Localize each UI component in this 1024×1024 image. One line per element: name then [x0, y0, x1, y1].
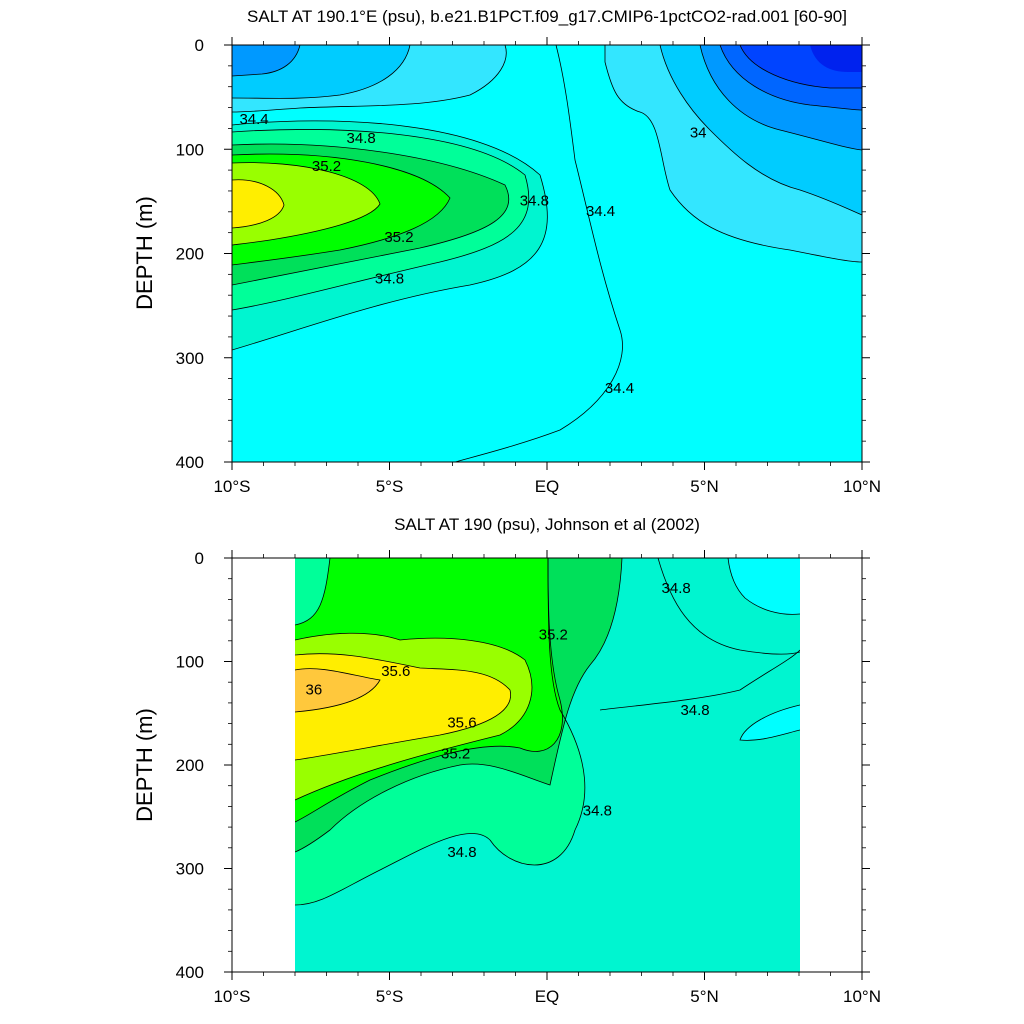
- x-tick-label: 5°N: [690, 987, 719, 1006]
- y-tick-label: 200: [176, 245, 204, 264]
- bottom-contour-fill: [295, 558, 800, 972]
- contour-label: 34.8: [375, 271, 404, 288]
- top-panel-title: SALT AT 190.1°E (psu), b.e21.B1PCT.f09_g…: [247, 7, 847, 26]
- y-tick-label: 400: [176, 453, 204, 472]
- y-tick-label: 200: [176, 756, 204, 775]
- contour-label: 34: [690, 125, 707, 142]
- x-tick-label: 10°S: [213, 987, 250, 1006]
- x-tick-label: 10°N: [843, 987, 881, 1006]
- y-tick-label: 0: [195, 549, 204, 568]
- contour-label: 34.4: [586, 203, 615, 220]
- x-tick-label: 5°S: [376, 477, 404, 496]
- top-axis-ticks: [224, 37, 870, 470]
- y-tick-label: 0: [195, 36, 204, 55]
- x-tick-label: 10°N: [843, 477, 881, 496]
- contour-label: 34.8: [447, 844, 476, 861]
- y-tick-label: 300: [176, 860, 204, 879]
- x-tick-label: EQ: [535, 987, 560, 1006]
- contour-label: 34.8: [680, 702, 709, 719]
- y-tick-label: 400: [176, 963, 204, 982]
- y-tick-label: 100: [176, 653, 204, 672]
- top-contour-labels: 34.4 34.8 35.2 34 34.8 34.4 35.2 34.8 34.4: [239, 111, 707, 397]
- top-y-axis-label: DEPTH (m): [132, 196, 157, 310]
- contour-label: 34.8: [662, 580, 691, 597]
- contour-label: 34.4: [605, 380, 634, 397]
- contour-label: 34.8: [520, 192, 549, 209]
- top-contour-fill: [232, 45, 862, 462]
- top-panel: 34.4 34.8 35.2 34 34.8 34.4 35.2 34.8 34.4 10°S 5…: [132, 7, 881, 496]
- contour-label: 35.2: [312, 158, 341, 175]
- x-tick-label: EQ: [535, 477, 560, 496]
- contour-label: 34.4: [239, 111, 268, 128]
- contour-label: 35.2: [539, 627, 568, 644]
- bottom-axis-ticks: [224, 550, 870, 980]
- contour-label: 36: [306, 681, 323, 698]
- y-tick-label: 300: [176, 349, 204, 368]
- contour-label: 35.2: [384, 229, 413, 246]
- contour-label: 34.8: [347, 130, 376, 147]
- bottom-axis-tick-labels: 10°S 5°S EQ 5°N 10°N 0 100 200 300 400: [176, 549, 881, 1006]
- top-axis-tick-labels: 10°S 5°S EQ 5°N 10°N 0 100 200 300 400: [176, 36, 881, 496]
- x-tick-label: 5°S: [376, 987, 404, 1006]
- x-tick-label: 10°S: [213, 477, 250, 496]
- bottom-panel-title: SALT AT 190 (psu), Johnson et al (2002): [394, 515, 700, 534]
- x-tick-label: 5°N: [690, 477, 719, 496]
- bottom-contour-labels: 34.8 35.2 35.6 36 35.6 34.8 35.2 34.8 34.8: [306, 580, 710, 861]
- contour-label: 34.8: [583, 803, 612, 820]
- y-tick-label: 100: [176, 140, 204, 159]
- bottom-y-axis-label: DEPTH (m): [132, 708, 157, 822]
- contour-label: 35.2: [441, 746, 470, 763]
- contour-label: 35.6: [381, 663, 410, 680]
- bottom-panel: 34.8 35.2 35.6 36 35.6 34.8 35.2 34.8 34.8 10°S 5…: [132, 515, 881, 1006]
- contour-label: 35.6: [447, 715, 476, 732]
